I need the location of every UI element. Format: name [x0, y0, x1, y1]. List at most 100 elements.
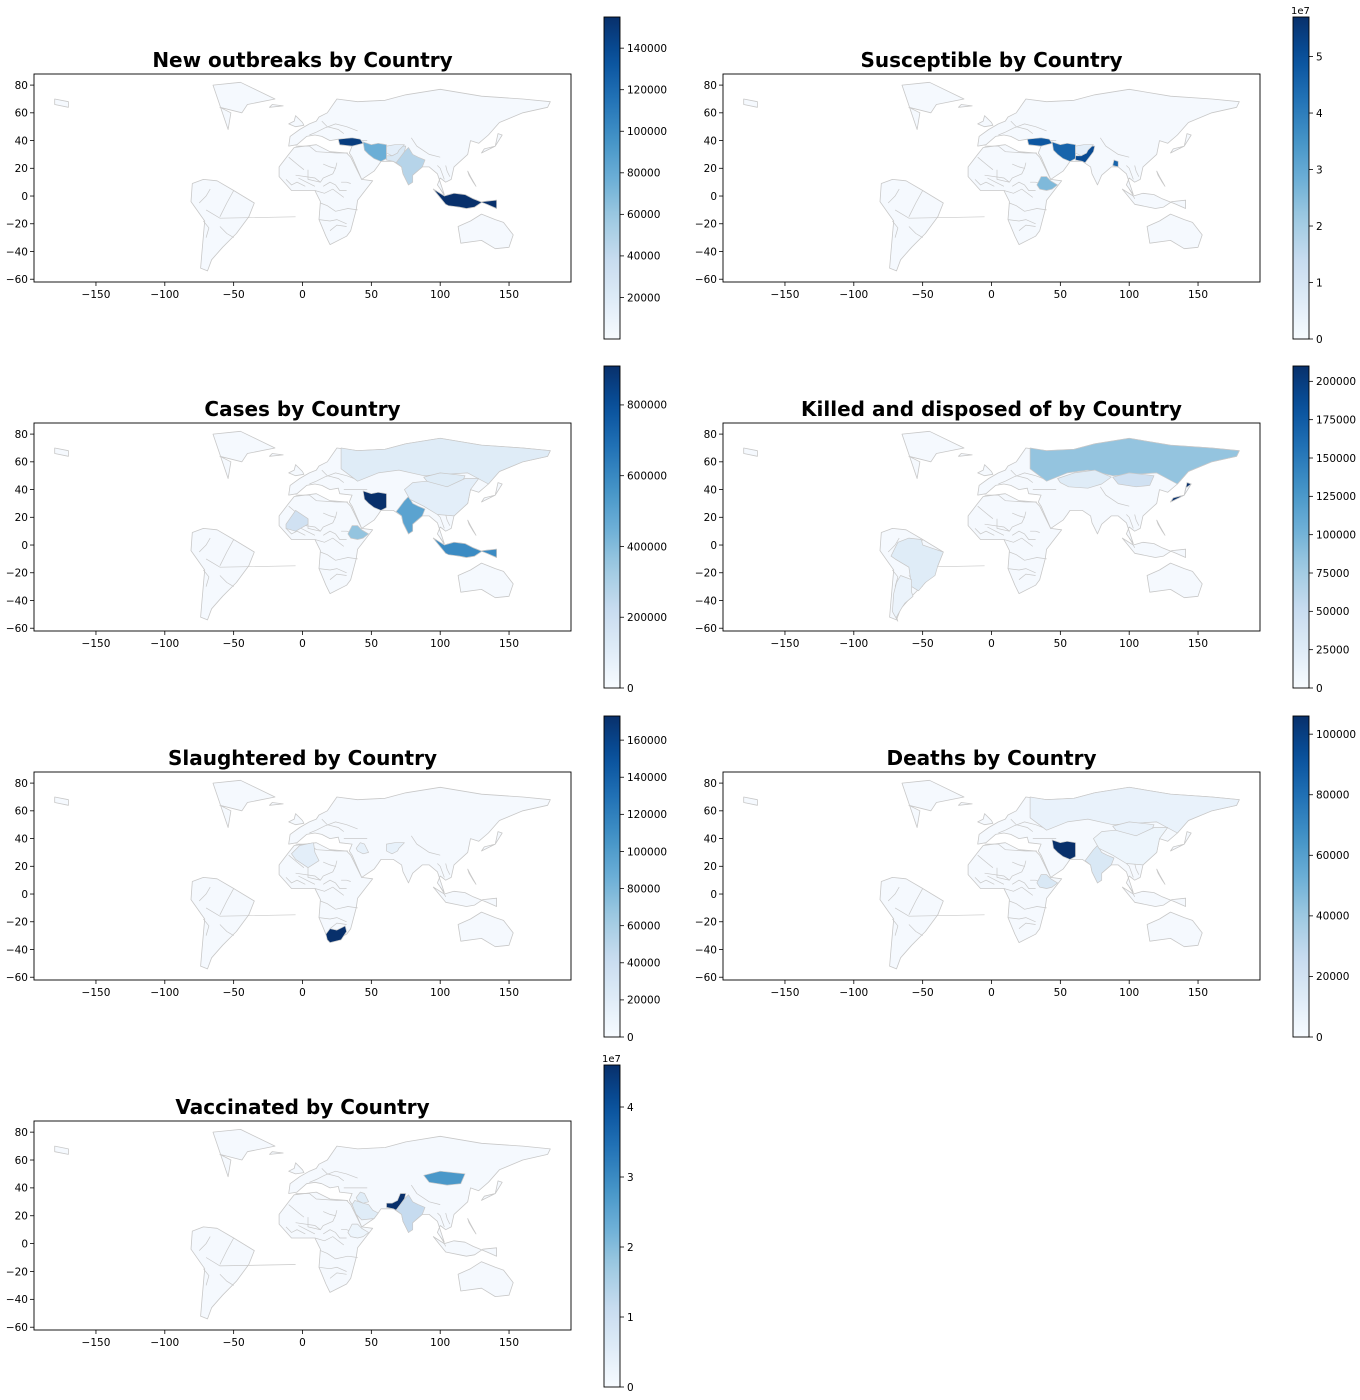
- colorbar-tick-label: 2: [1316, 221, 1323, 233]
- colorbar-gradient: [603, 16, 621, 340]
- country-border: [1100, 486, 1130, 507]
- country-border: [887, 537, 900, 553]
- country-border: [307, 168, 336, 183]
- country-saudi-arabia: [351, 1200, 379, 1221]
- landmass: [879, 179, 944, 272]
- country-border: [996, 866, 1025, 881]
- x-tick-label: 150: [499, 638, 519, 650]
- country-border: [314, 1236, 345, 1246]
- colorbar-tick-label: 140000: [627, 772, 667, 784]
- landmass: [269, 802, 284, 806]
- country-border: [1003, 886, 1034, 896]
- colorbar-tick-label: 600000: [627, 470, 667, 482]
- country-border: [198, 188, 211, 204]
- country-border: [1018, 573, 1036, 580]
- colorbar-tick-label: 1: [627, 1312, 634, 1324]
- country-border: [977, 854, 994, 868]
- y-tick-label: 80: [704, 429, 717, 441]
- landmass: [977, 115, 994, 128]
- country-border: [437, 514, 445, 529]
- country-border: [1134, 514, 1140, 526]
- landmass: [54, 1145, 69, 1155]
- y-tick-label: 0: [21, 889, 28, 901]
- country-border: [219, 888, 235, 915]
- country-border: [298, 1225, 316, 1235]
- landmass: [467, 519, 477, 536]
- y-tick-label: 0: [710, 191, 717, 203]
- x-tick-label: 0: [299, 289, 306, 301]
- country-border: [411, 835, 441, 856]
- colorbar-gradient: [1292, 16, 1310, 340]
- landmass: [190, 1226, 255, 1320]
- country-ethiopia: [347, 525, 369, 540]
- y-tick-label: −40: [695, 595, 717, 607]
- colorbar-tick-label: 40000: [1316, 911, 1349, 923]
- y-tick-label: 60: [15, 1155, 28, 1167]
- country-border: [1126, 165, 1134, 180]
- map-title: Vaccinated by Country: [175, 1095, 429, 1119]
- map-area: [54, 1129, 551, 1320]
- landmass: [467, 1218, 477, 1235]
- y-tick-label: −40: [6, 246, 28, 258]
- country-border: [341, 181, 351, 184]
- country-border: [1126, 863, 1134, 878]
- country-border: [998, 821, 1047, 834]
- country-border: [908, 924, 923, 936]
- landmass: [212, 779, 276, 828]
- x-tick-label: 100: [1119, 987, 1139, 999]
- y-tick-label: 80: [15, 429, 28, 441]
- country-border: [1010, 469, 1034, 483]
- colorbar: 0 20000 40000 60000 80000 100000: [1292, 715, 1356, 1044]
- country-border: [977, 156, 994, 170]
- colorbar-tick-label: 150000: [1316, 453, 1356, 465]
- country-border: [298, 177, 316, 187]
- y-tick-label: 80: [15, 80, 28, 92]
- country-border: [318, 1266, 347, 1272]
- colorbar-tick-label: 5: [1316, 51, 1323, 63]
- country-border: [1100, 137, 1130, 158]
- landmass: [269, 1151, 284, 1155]
- colorbar-tick-label: 100000: [1316, 729, 1356, 741]
- country-pakistan: [386, 145, 407, 164]
- map-title: New outbreaks by Country: [152, 48, 452, 72]
- country-border: [314, 537, 345, 547]
- map-panel-3: Cases by Country −150 −100 −50 0 50 100 150 −60 −…: [6, 365, 667, 695]
- x-tick-label: 100: [430, 289, 450, 301]
- landmass: [481, 1180, 503, 1201]
- y-tick-label: −20: [6, 568, 28, 580]
- map-area: [54, 779, 551, 970]
- country-border: [320, 202, 358, 212]
- x-tick-label: 50: [1054, 289, 1067, 301]
- country-border: [1018, 224, 1036, 231]
- y-tick-label: −20: [695, 568, 717, 580]
- y-tick-label: 60: [704, 457, 717, 469]
- country-border: [1009, 551, 1047, 561]
- x-tick-label: 150: [499, 1337, 519, 1349]
- country-afghanistan: [386, 144, 405, 157]
- country-afghanistan: [386, 842, 405, 855]
- country-border: [984, 174, 1010, 183]
- colorbar-tick-label: 800000: [627, 400, 667, 412]
- country-argentina: [892, 575, 914, 622]
- country-border: [307, 517, 336, 532]
- landmass: [481, 482, 503, 503]
- country-border: [1012, 530, 1036, 540]
- country-ethiopia: [1036, 874, 1058, 889]
- y-tick-label: 20: [704, 163, 717, 175]
- country-border: [445, 1212, 451, 1225]
- landmass: [901, 81, 965, 130]
- country-border: [998, 123, 1047, 136]
- country-border: [1030, 530, 1040, 533]
- landmass: [288, 88, 551, 195]
- country-border: [309, 1170, 358, 1183]
- landmass: [432, 1236, 497, 1257]
- country-border: [1007, 219, 1036, 225]
- y-tick-label: −40: [6, 1294, 28, 1306]
- x-tick-label: 150: [1188, 638, 1208, 650]
- x-tick-label: 100: [1119, 638, 1139, 650]
- colorbar-tick-label: 1: [1316, 277, 1323, 289]
- x-tick-label: −150: [82, 638, 111, 650]
- x-tick-label: −50: [223, 1337, 245, 1349]
- country-border: [288, 156, 305, 170]
- landmass: [1156, 170, 1166, 187]
